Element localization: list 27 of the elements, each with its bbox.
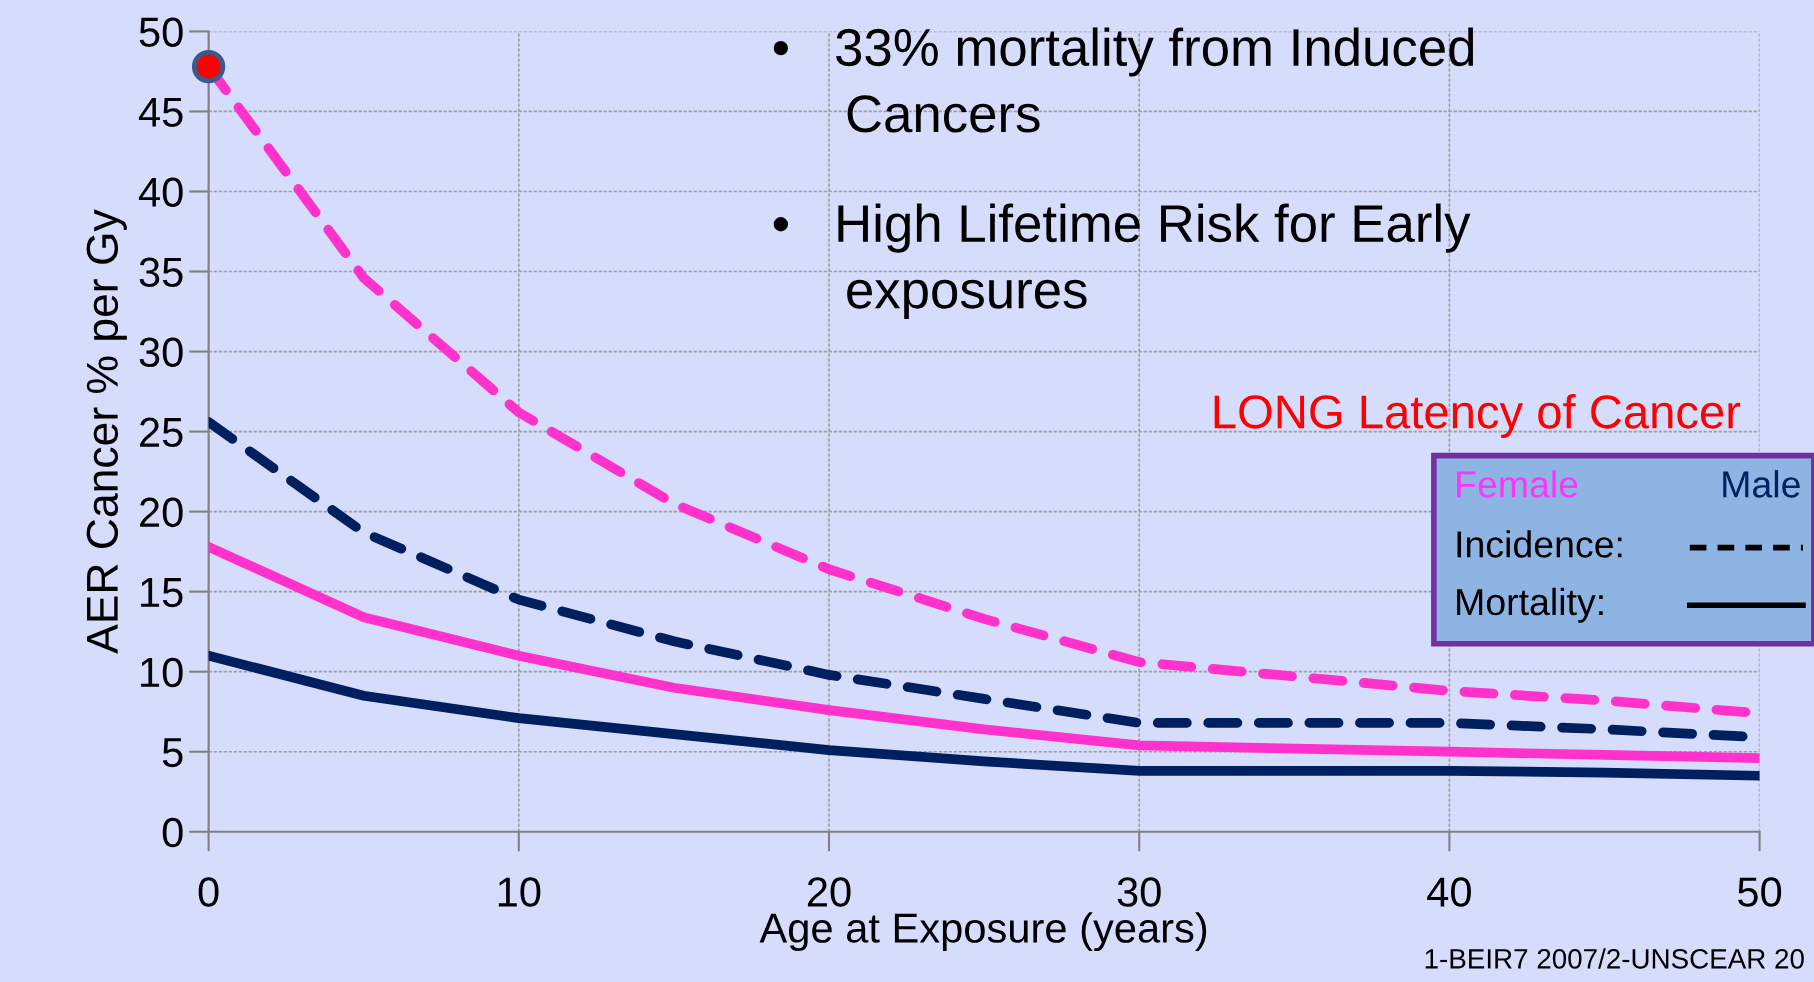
- y-tick-label: 5: [162, 738, 183, 768]
- x-tick-label: 20: [807, 877, 851, 907]
- y-tick-label: 10: [141, 657, 183, 688]
- x-tick-label: 0: [198, 877, 219, 907]
- annotation: • High Lifetime Risk for Early exposures: [773, 203, 1471, 320]
- x-tick-label: 50: [1738, 877, 1782, 907]
- y-tick-label: 15: [141, 578, 183, 608]
- y-tick-label: 50: [139, 17, 183, 47]
- text: 1-BEIR7 2007/2-UNSCEAR 20: [1425, 948, 1804, 969]
- x-tick-label: 40: [1427, 877, 1471, 907]
- annotation: Mortality:: [1457, 587, 1603, 623]
- y-tick-label: 0: [162, 817, 183, 848]
- x-axis-title: Age at Exposure (years): [759, 912, 1207, 952]
- y-axis-title: AER Cancer % per Gy: [86, 209, 127, 654]
- y-tick-label: 30: [139, 337, 183, 368]
- y-tick-label: 40: [138, 177, 183, 207]
- annotation: Female: [1457, 470, 1578, 498]
- y-tick-label: 45: [138, 97, 183, 127]
- annotation: • 33% mortality from Induced Cancers: [773, 27, 1474, 133]
- annotation: Male: [1723, 470, 1800, 498]
- y-tick-label: 35: [139, 257, 183, 288]
- annotation: Incidence:: [1457, 530, 1622, 558]
- y-tick-label: 25: [140, 417, 183, 448]
- x-tick-label: 10: [498, 877, 541, 907]
- y-tick-label: 20: [140, 497, 183, 528]
- annotation: LONG Latency of Cancer: [1214, 394, 1741, 438]
- x-tick-label: 30: [1117, 877, 1161, 907]
